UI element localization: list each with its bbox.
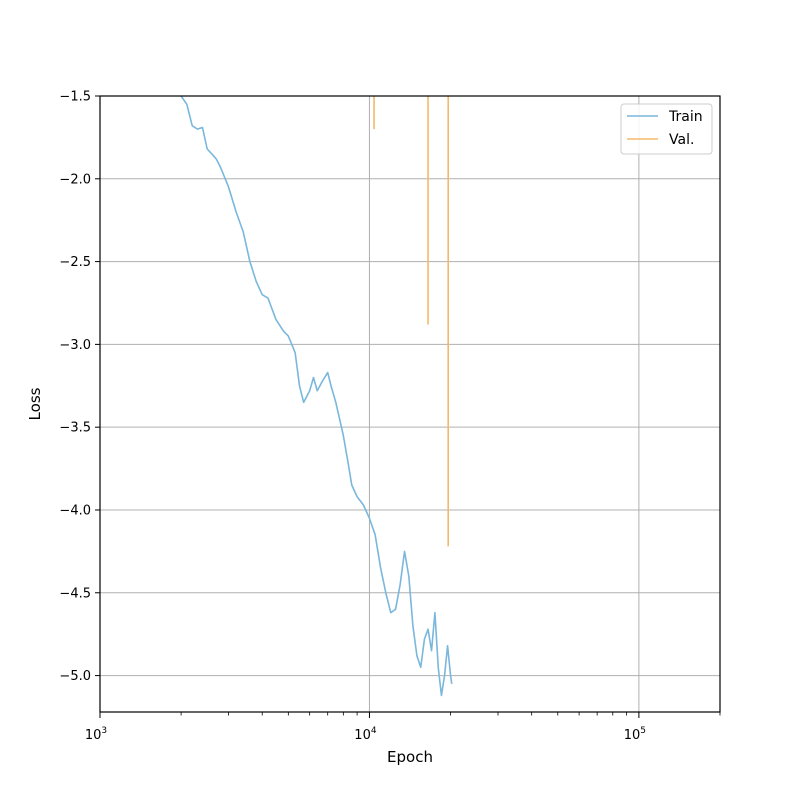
plot-frame	[99, 95, 721, 713]
x-tick-label: 105	[624, 726, 646, 743]
y-tick-label: −3.5	[59, 421, 91, 436]
y-axis-label: Loss	[26, 387, 44, 420]
y-tick-label: −2.0	[59, 172, 91, 187]
y-tick-label: −4.0	[59, 503, 91, 518]
x-tick-label: 103	[85, 726, 107, 743]
y-tick-label: −4.5	[59, 586, 91, 601]
legend-label-val: Val.	[669, 132, 694, 148]
x-axis-label: Epoch	[387, 748, 433, 766]
tick-labels: −1.5 −2.0 −2.5 −3.0 −3.5 −4.0 −4.5 −5.0 103 104 10…	[59, 90, 646, 744]
series-line-train	[180, 95, 453, 697]
legend: Train Val.	[620, 103, 713, 155]
legend-label-train: Train	[668, 109, 703, 125]
y-tick-label: −2.5	[59, 255, 91, 270]
y-tick-label: −5.0	[59, 669, 91, 684]
y-tick-label: −3.0	[59, 338, 91, 353]
x-tick-label: 104	[354, 726, 377, 743]
y-tick-label: −1.5	[59, 90, 91, 105]
tick-marks	[95, 95, 721, 718]
series-layer	[180, 95, 453, 697]
